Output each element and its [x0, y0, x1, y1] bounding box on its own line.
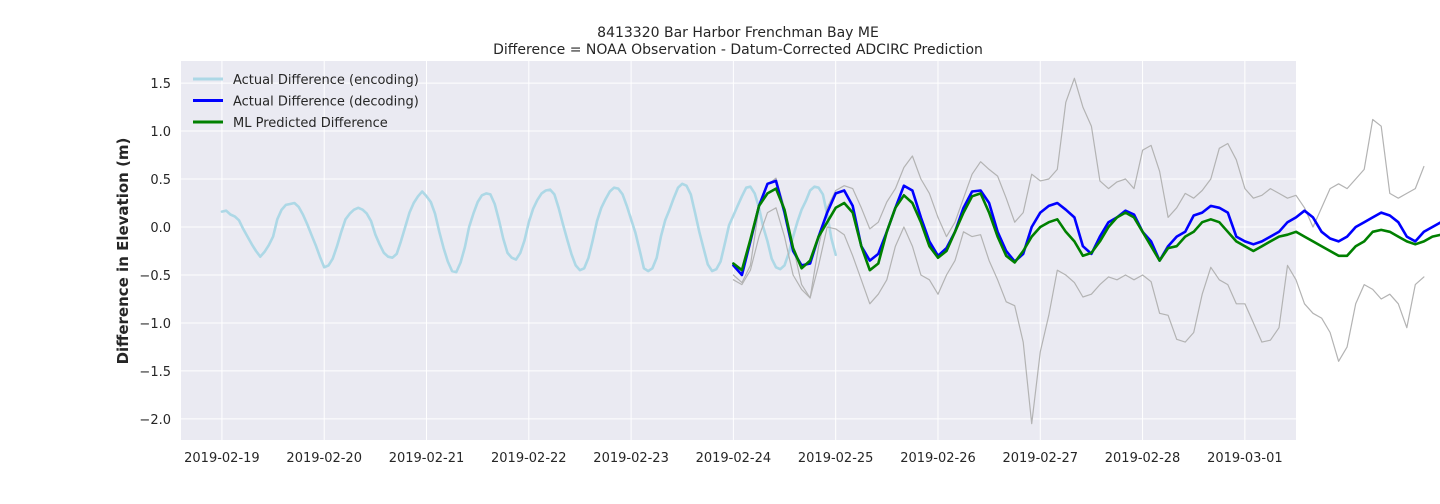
y-tick-label: 1.5	[150, 77, 171, 92]
series-line-0	[220, 182, 838, 274]
x-tick-label: 2019-03-01	[1207, 451, 1283, 466]
x-tick-label: 2019-02-25	[798, 451, 874, 466]
series-line-4	[732, 187, 1440, 272]
y-axis-label: Difference in Elevation (m)	[114, 138, 132, 365]
x-tick-label: 2019-02-24	[696, 451, 772, 466]
x-tick-label: 2019-02-26	[900, 451, 976, 466]
y-tick-label: 0.5	[150, 173, 171, 188]
y-tick-label: −1.0	[139, 317, 171, 332]
x-tick-label: 2019-02-28	[1105, 451, 1181, 466]
x-tick-labels: 2019-02-19 2019-02-20 2019-02-21 2019-02-22…	[184, 451, 1282, 466]
y-tick-label: −1.5	[139, 365, 171, 380]
legend-label: Actual Difference (encoding)	[233, 73, 419, 88]
y-tick-label: 0.0	[150, 221, 171, 236]
legend-label: Actual Difference (decoding)	[233, 95, 419, 110]
x-tick-label: 2019-02-19	[184, 451, 260, 466]
series-group	[220, 77, 1440, 425]
chart-subtitle: Difference = NOAA Observation - Datum-Co…	[493, 42, 983, 58]
y-tick-labels: −2.0 −1.5 −1.0 −0.5 0.0 0.5 1.0 1.5	[139, 77, 171, 428]
x-tick-label: 2019-02-23	[593, 451, 669, 466]
chart-title: 8413320 Bar Harbor Frenchman Bay ME	[597, 25, 879, 41]
x-tick-label: 2019-02-22	[491, 451, 567, 466]
bound-line	[732, 207, 1425, 425]
legend: Actual Difference (encoding) Actual Diffe…	[193, 73, 419, 131]
y-tick-label: 1.0	[150, 125, 171, 140]
bound-line	[732, 77, 1425, 299]
x-tick-label: 2019-02-21	[389, 451, 465, 466]
x-tick-label: 2019-02-20	[286, 451, 362, 466]
y-tick-label: −0.5	[139, 269, 171, 284]
legend-label: ML Predicted Difference	[233, 116, 388, 131]
x-tick-label: 2019-02-27	[1002, 451, 1078, 466]
y-tick-label: −2.0	[139, 413, 171, 428]
plot-area	[181, 61, 1296, 440]
